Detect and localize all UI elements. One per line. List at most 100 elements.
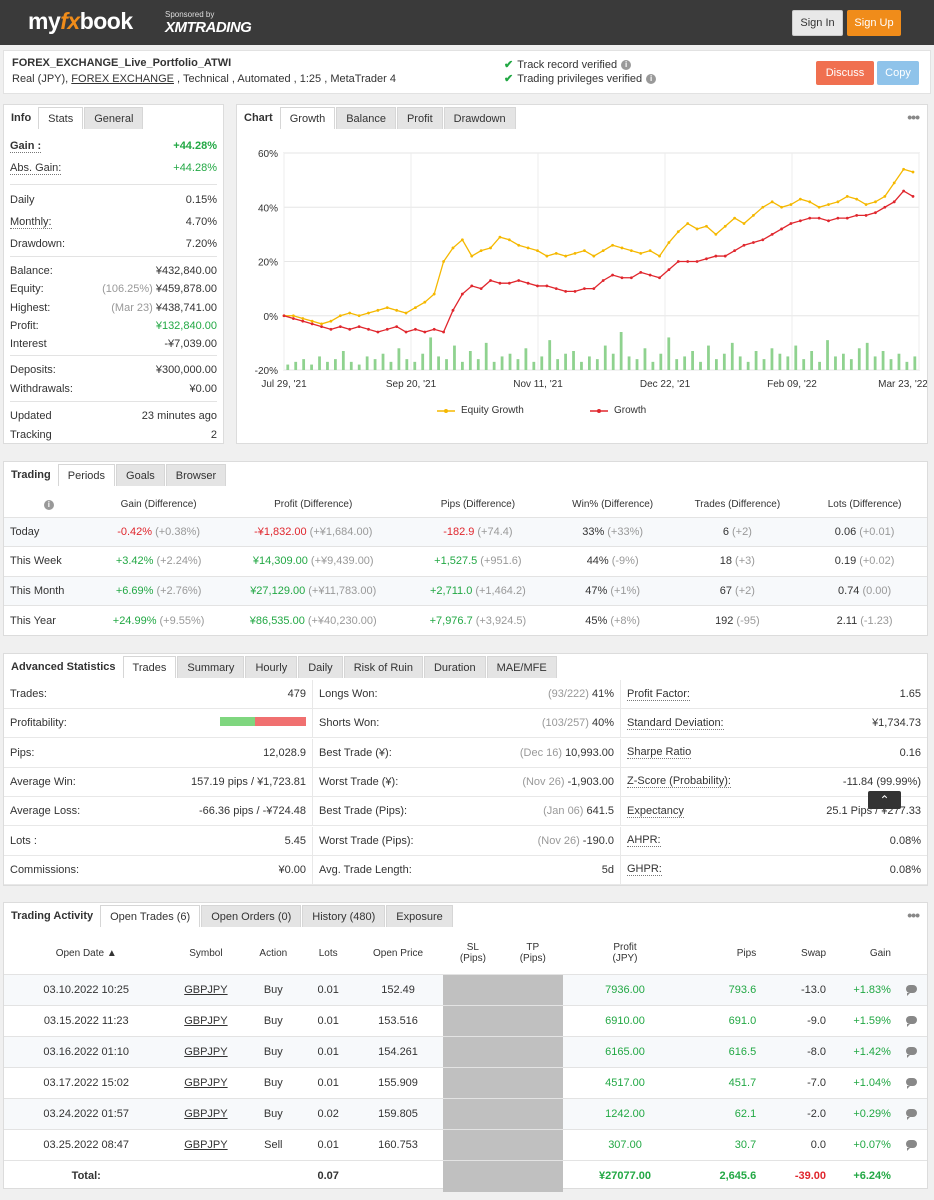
stat-label[interactable]: Sharpe Ratio — [627, 746, 692, 760]
data-point — [291, 314, 295, 318]
stat-label[interactable]: Monthly: — [10, 215, 52, 229]
period-row: Today -0.42% (+0.38%) -¥1,832.00 (+¥1,684.00… — [4, 517, 927, 547]
legend-growth[interactable]: Growth — [590, 405, 646, 416]
comment-icon[interactable] — [906, 984, 918, 996]
comment-icon[interactable] — [906, 1139, 918, 1151]
tab-history[interactable]: History (480) — [302, 905, 386, 927]
tab-profit[interactable]: Profit — [396, 107, 443, 129]
period-win: 45% (+8%) — [553, 606, 673, 636]
data-point — [892, 200, 896, 204]
copy-button[interactable]: Copy — [877, 61, 919, 85]
period-win-value: 45% — [585, 614, 608, 627]
stat-label[interactable]: Profit Factor: — [627, 687, 690, 701]
stat-value-text: -1,903.00 — [567, 775, 614, 788]
info-icon[interactable]: i — [621, 59, 632, 70]
symbol-link[interactable]: GBPJPY — [184, 1014, 228, 1027]
stat-value: (Nov 26) -1,903.00 — [522, 776, 614, 788]
tab-periods[interactable]: Periods — [57, 464, 116, 486]
comment-icon[interactable] — [906, 1077, 918, 1089]
symbol-link[interactable]: GBPJPY — [184, 1076, 228, 1089]
stat-value: (Mar 23) ¥438,741.00 — [111, 302, 217, 314]
info-panel: Info Stats General Gain : +44.28% Abs. Gai… — [3, 104, 224, 444]
trade-gain: +1.04% — [853, 1076, 891, 1089]
sponsor-logo[interactable]: Sponsored by XMTRADING — [165, 10, 252, 36]
tab-trading-activity[interactable]: Trading Activity — [11, 910, 94, 922]
tab-growth[interactable]: Growth — [279, 107, 336, 129]
tab-exposure[interactable]: Exposure — [386, 905, 453, 927]
activity-bar — [913, 356, 917, 370]
tab-mae-mfe[interactable]: MAE/MFE — [486, 656, 557, 678]
tab-browser[interactable]: Browser — [165, 464, 227, 486]
period-win: 44% (-9%) — [553, 547, 673, 577]
tab-general[interactable]: General — [84, 107, 144, 129]
tab-duration[interactable]: Duration — [423, 656, 486, 678]
tab-trades[interactable]: Trades — [122, 656, 177, 678]
data-point — [367, 327, 370, 331]
stat-cell: Lots : 5.45 — [4, 827, 312, 856]
sign-up-button[interactable]: Sign Up — [847, 10, 901, 36]
myfxbook-logo[interactable]: myfxbook — [28, 8, 133, 34]
y-tick-label: 40% — [258, 203, 278, 214]
tab-risk-of-ruin[interactable]: Risk of Ruin — [343, 656, 423, 678]
trade-tp-hidden — [502, 974, 563, 1005]
more-icon[interactable]: ••• — [907, 109, 920, 125]
total-tp-hidden — [502, 1160, 563, 1192]
stat-label[interactable]: AHPR: — [627, 834, 661, 847]
trade-pips: 30.7 — [734, 1138, 757, 1151]
tab-drawdown[interactable]: Drawdown — [443, 107, 516, 129]
tab-hourly[interactable]: Hourly — [245, 656, 298, 678]
stat-label[interactable]: Standard Deviation: — [627, 716, 724, 730]
tab-info[interactable]: Info — [11, 112, 32, 124]
stat-row: Gain : +44.28% — [10, 137, 217, 155]
tab-stats[interactable]: Stats — [38, 107, 84, 129]
stat-label[interactable]: Expectancy — [627, 804, 684, 818]
tab-advanced-statistics[interactable]: Advanced Statistics — [11, 661, 116, 673]
tab-summary[interactable]: Summary — [177, 656, 245, 678]
legend-equity-growth[interactable]: Equity Growth — [437, 405, 524, 416]
stat-label[interactable]: Abs. Gain: — [10, 161, 62, 175]
more-icon[interactable]: ••• — [907, 907, 920, 923]
data-point — [798, 197, 802, 201]
symbol-link[interactable]: GBPJPY — [184, 983, 228, 996]
data-point — [770, 200, 774, 204]
discuss-button[interactable]: Discuss — [816, 61, 874, 85]
comment-icon[interactable] — [906, 1046, 918, 1058]
data-point — [874, 200, 877, 204]
info-icon[interactable]: i — [646, 73, 657, 84]
account-info: Real (JPY), FOREX EXCHANGE , Technical ,… — [12, 73, 396, 85]
total-profit: ¥27077.00 — [599, 1170, 652, 1183]
tab-open-trades[interactable]: Open Trades (6) — [100, 905, 201, 927]
data-point — [442, 330, 445, 334]
data-point — [601, 249, 605, 253]
stat-label: Drawdown: — [10, 238, 66, 250]
tab-daily[interactable]: Daily — [298, 656, 343, 678]
tab-balance[interactable]: Balance — [336, 107, 396, 129]
activity-bar — [556, 359, 560, 370]
sign-in-button[interactable]: Sign In — [792, 10, 843, 36]
comment-icon[interactable] — [906, 1108, 918, 1120]
stat-label[interactable]: Z-Score (Probability): — [627, 775, 731, 789]
info-icon[interactable]: i — [43, 499, 54, 510]
symbol-link[interactable]: GBPJPY — [184, 1138, 228, 1151]
activity-bar — [468, 351, 472, 370]
col-open-date[interactable]: Open Date ▲ — [55, 947, 117, 959]
broker-link[interactable]: FOREX EXCHANGE — [71, 73, 174, 85]
data-point — [742, 222, 746, 225]
tab-open-orders[interactable]: Open Orders (0) — [201, 905, 302, 927]
stat-label[interactable]: GHPR: — [627, 863, 662, 877]
data-point — [395, 308, 399, 312]
activity-bar — [326, 361, 329, 370]
activity-bar — [588, 356, 591, 370]
symbol-link[interactable]: GBPJPY — [184, 1045, 228, 1058]
tab-goals[interactable]: Goals — [116, 464, 165, 486]
stat-label[interactable]: Gain : — [10, 139, 42, 153]
scroll-to-top-button[interactable]: ⌃ — [868, 791, 901, 809]
symbol-link[interactable]: GBPJPY — [184, 1107, 228, 1120]
tab-chart[interactable]: Chart — [244, 112, 273, 124]
col-gain: Gain — [869, 947, 891, 959]
data-point — [723, 254, 727, 258]
data-point — [892, 181, 896, 185]
comment-icon[interactable] — [906, 1015, 918, 1027]
stat-value-text: 0.16 — [899, 746, 921, 759]
tab-trading[interactable]: Trading — [11, 469, 51, 481]
